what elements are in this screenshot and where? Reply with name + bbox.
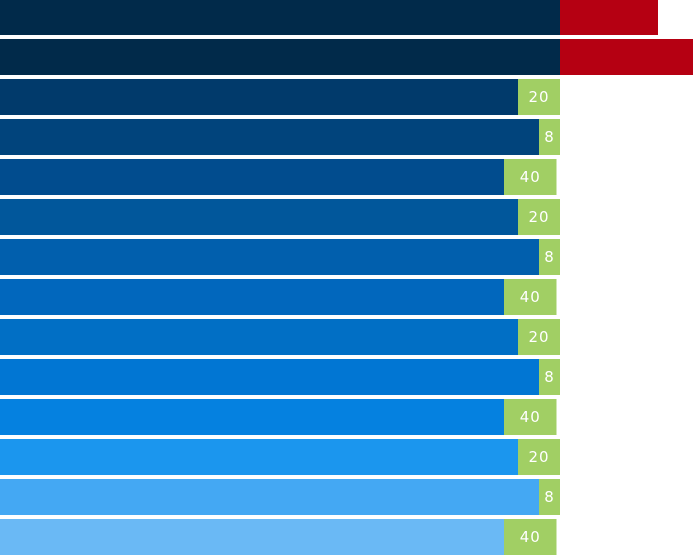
bar-segment-main — [0, 439, 518, 475]
bar-segment-main — [0, 79, 518, 115]
bar-segment-end — [539, 239, 560, 275]
bar-segment-end — [518, 199, 560, 235]
bar-data-label: 20 — [528, 208, 549, 226]
bar-segment-main — [0, 159, 504, 195]
bar-segment-main — [0, 199, 518, 235]
bar-segment-end — [560, 39, 693, 75]
bar-data-label: 40 — [520, 168, 541, 186]
bar-segment-end — [560, 0, 658, 35]
bar-data-label: 40 — [520, 408, 541, 426]
bar-row: 40 — [0, 399, 557, 435]
bar-data-label: 20 — [528, 88, 549, 106]
bar-row — [0, 0, 658, 35]
bar-row: 40 — [0, 159, 557, 195]
bar-data-label: 20 — [528, 448, 549, 466]
bar-segment-main — [0, 39, 560, 75]
bar-row: 8 — [0, 119, 560, 155]
bar-row: 8 — [0, 479, 560, 515]
bar-data-label: 40 — [520, 288, 541, 306]
bar-segment-main — [0, 359, 539, 395]
bar-segment-main — [0, 399, 504, 435]
bar-data-label: 8 — [544, 128, 555, 146]
bar-row: 8 — [0, 359, 560, 395]
bar-row: 20 — [0, 199, 560, 235]
bar-segment-end — [504, 399, 557, 435]
bar-segment-end — [504, 519, 557, 555]
bar-segment-main — [0, 119, 539, 155]
bar-segment-end — [518, 79, 560, 115]
bar-data-label: 8 — [544, 488, 555, 506]
bar-row: 20 — [0, 319, 560, 355]
bar-row: 40 — [0, 519, 557, 555]
bar-segment-end — [504, 279, 557, 315]
bar-segment-main — [0, 319, 518, 355]
bar-segment-main — [0, 0, 560, 35]
bar-segment-end — [539, 479, 560, 515]
bar-data-label: 40 — [520, 528, 541, 546]
bar-row — [0, 39, 693, 75]
bar-segment-end — [518, 319, 560, 355]
bar-segment-end — [539, 359, 560, 395]
bar-segment-end — [504, 159, 557, 195]
bar-segment-main — [0, 479, 539, 515]
bar-data-label: 8 — [544, 248, 555, 266]
bar-row: 20 — [0, 439, 560, 475]
bar-segment-main — [0, 239, 539, 275]
bar-data-label: 20 — [528, 328, 549, 346]
bar-data-label: 8 — [544, 368, 555, 386]
bar-segment-end — [539, 119, 560, 155]
bar-row: 40 — [0, 279, 557, 315]
bar-segment-main — [0, 279, 504, 315]
bar-row: 20 — [0, 79, 560, 115]
bar-segment-end — [518, 439, 560, 475]
bar-segment-main — [0, 519, 504, 555]
bar-row: 8 — [0, 239, 560, 275]
